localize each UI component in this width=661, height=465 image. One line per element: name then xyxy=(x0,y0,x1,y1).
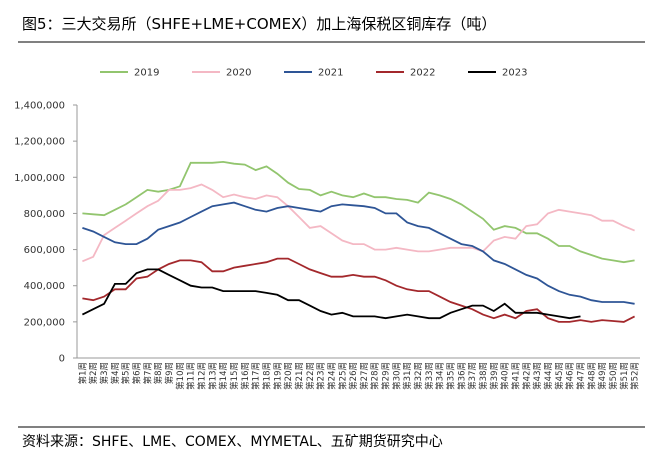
y-tick-label: 800,000 xyxy=(24,209,65,220)
series-line xyxy=(82,183,635,263)
x-tick-label: 第50周 xyxy=(608,362,619,390)
x-tick-label: 第13周 xyxy=(207,362,218,390)
x-tick-label: 第43周 xyxy=(532,362,543,390)
x-tick-label: 第30周 xyxy=(391,362,402,390)
x-tick-label: 第33周 xyxy=(424,362,435,390)
x-tick-label: 第51周 xyxy=(619,362,630,390)
x-tick-label: 第29周 xyxy=(381,362,392,390)
y-tick-label: 1,400,000 xyxy=(14,101,65,112)
x-tick-label: 第40周 xyxy=(500,362,511,390)
x-tick-label: 第10周 xyxy=(175,362,186,390)
x-tick-label: 第11周 xyxy=(186,362,197,390)
x-tick-label: 第23周 xyxy=(316,362,327,390)
y-tick-label: 600,000 xyxy=(24,245,65,256)
x-tick-label: 第48周 xyxy=(586,362,597,390)
series-line xyxy=(82,201,635,305)
x-tick-label: 第38周 xyxy=(478,362,489,390)
chart-title: 图5：三大交易所（SHFE+LME+COMEX）加上海保税区铜库存（吨） xyxy=(22,15,496,33)
y-tick-label: 200,000 xyxy=(24,317,65,328)
x-tick-label: 第15周 xyxy=(229,362,240,390)
x-tick-label: 第5周 xyxy=(121,362,132,384)
legend-label: 2021 xyxy=(318,68,343,79)
x-tick-label: 第39周 xyxy=(489,362,500,390)
x-tick-label: 第35周 xyxy=(446,362,457,390)
x-tick-label: 第26周 xyxy=(348,362,359,390)
x-tick-label: 第4周 xyxy=(110,362,121,384)
source: 资料来源：SHFE、LME、COMEX、MYMETAL、五矿期货研究中心 xyxy=(22,433,443,450)
x-tick-label: 第27周 xyxy=(359,362,370,390)
x-tick-label: 第42周 xyxy=(521,362,532,390)
x-tick-label: 第22周 xyxy=(305,362,316,390)
x-tick-label: 第24周 xyxy=(326,362,337,390)
y-tick-label: 1,200,000 xyxy=(14,137,65,148)
x-tick-label: 第52周 xyxy=(630,362,641,390)
x-tick-label: 第46周 xyxy=(565,362,576,390)
series-line xyxy=(82,257,636,323)
x-tick-label: 第28周 xyxy=(370,362,381,390)
y-tick-label: 400,000 xyxy=(24,281,65,292)
x-tick-label: 第18周 xyxy=(261,362,272,390)
legend-label: 2022 xyxy=(410,68,435,79)
x-tick-label: 第7周 xyxy=(142,362,153,384)
x-tick-label: 第19周 xyxy=(272,362,283,390)
x-tick-label: 第20周 xyxy=(283,362,294,390)
x-tick-label: 第34周 xyxy=(435,362,446,390)
series-line xyxy=(82,160,635,264)
legend-label: 2023 xyxy=(502,68,527,79)
x-tick-label: 第47周 xyxy=(575,362,586,390)
x-tick-label: 第41周 xyxy=(510,362,521,390)
x-tick-label: 第12周 xyxy=(197,362,208,390)
x-tick-label: 第44周 xyxy=(543,362,554,390)
x-tick-label: 第49周 xyxy=(597,362,608,390)
x-tick-label: 第17周 xyxy=(251,362,262,390)
x-tick-label: 第25周 xyxy=(337,362,348,390)
legend-label: 2020 xyxy=(226,68,251,79)
x-tick-label: 第37周 xyxy=(467,362,478,390)
x-tick-label: 第14周 xyxy=(218,362,229,390)
x-tick-label: 第16周 xyxy=(240,362,251,390)
x-tick-label: 第9周 xyxy=(164,362,175,384)
x-tick-label: 第21周 xyxy=(294,362,305,390)
x-tick-label: 第31周 xyxy=(402,362,413,390)
x-tick-label: 第36周 xyxy=(456,362,467,390)
x-tick-label: 第32周 xyxy=(413,362,424,390)
x-tick-label: 第1周 xyxy=(77,362,88,384)
x-tick-label: 第2周 xyxy=(88,362,99,384)
x-tick-label: 第6周 xyxy=(132,362,143,384)
series-line xyxy=(81,268,581,320)
x-tick-label: 第45周 xyxy=(554,362,565,390)
x-tick-label: 第8周 xyxy=(153,362,164,384)
x-tick-label: 第3周 xyxy=(99,362,110,384)
y-tick-label: 1,000,000 xyxy=(14,173,65,184)
legend-label: 2019 xyxy=(134,68,159,79)
y-tick-label: 0 xyxy=(59,354,65,365)
